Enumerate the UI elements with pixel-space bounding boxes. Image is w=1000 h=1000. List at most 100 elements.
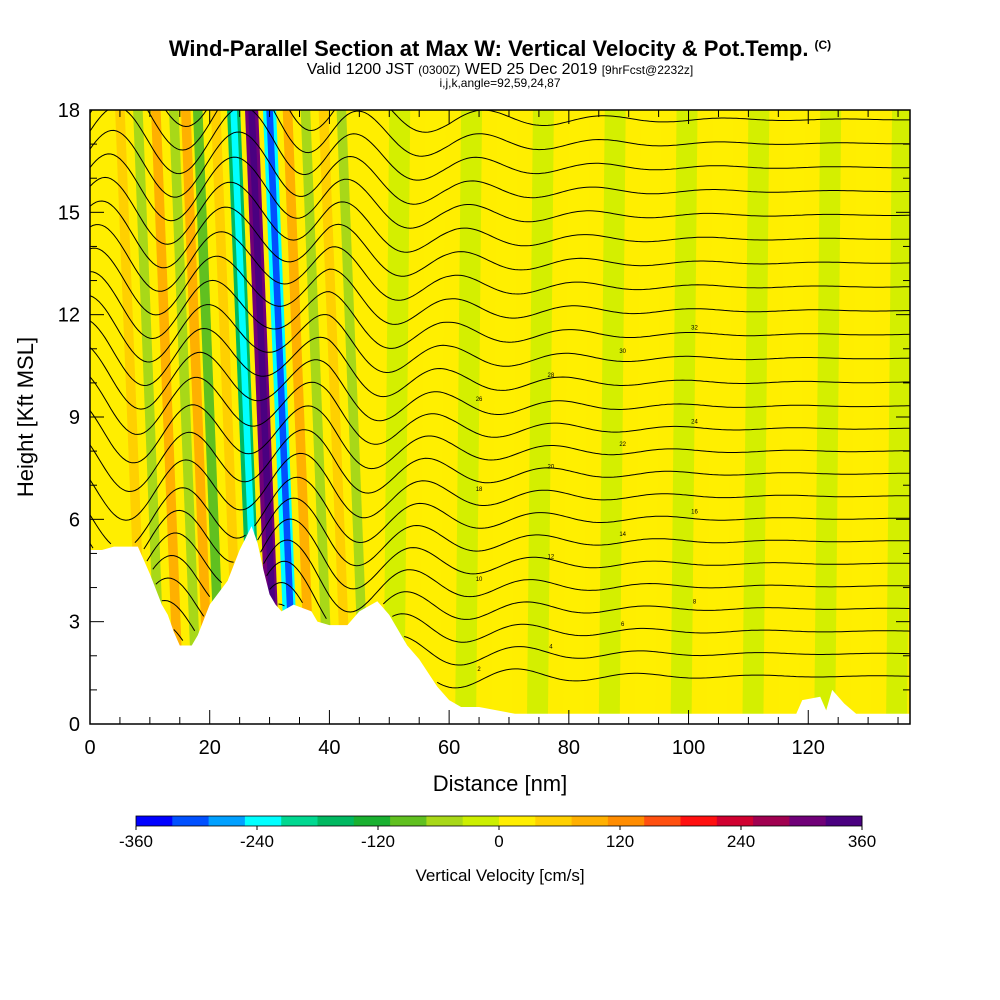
isentrope-label: 10 <box>476 577 483 583</box>
isentrope-label: 2 <box>477 667 481 673</box>
isentrope-label: 16 <box>691 510 698 516</box>
x-tick-label: 100 <box>672 737 705 759</box>
velocity-band <box>814 110 842 724</box>
y-tick-label: 9 <box>69 407 80 429</box>
isentrope-10 <box>90 404 910 470</box>
chart-title-suffix: (C) <box>814 38 832 52</box>
isentrope-13 <box>90 320 910 398</box>
isentrope-19 <box>90 176 910 253</box>
velocity-stripe-1 <box>133 110 167 724</box>
isentrope-17 <box>90 224 910 301</box>
isentrope-label: 28 <box>548 373 555 379</box>
colorbar-tick-label: 240 <box>727 832 755 851</box>
isentrope-label: 20 <box>548 465 555 471</box>
y-axis-label: Height [Kft MSL] <box>13 337 38 497</box>
colorbar-swatch <box>644 816 681 826</box>
isentrope-9 <box>90 429 910 494</box>
isentrope-label: 26 <box>476 397 483 403</box>
isentrope-21 <box>90 129 910 205</box>
colorbar-swatch <box>462 816 500 826</box>
subtitle-valid-time: Valid 1200 JST <box>306 61 414 78</box>
colorbar-swatch <box>753 816 790 826</box>
colorbar-swatch <box>571 816 609 826</box>
x-tick-label: 60 <box>438 737 460 759</box>
isentrope-8 <box>90 452 910 521</box>
colorbar-tick-label: 0 <box>494 832 503 851</box>
colorbar-swatch <box>317 816 355 826</box>
isentrope-18 <box>90 200 910 277</box>
colorbar-swatch <box>353 816 391 826</box>
y-tick-label: 6 <box>69 509 80 531</box>
isentrope-12 <box>90 346 910 422</box>
colorbar-tick-label: 120 <box>606 832 634 851</box>
y-tick-label: 12 <box>58 305 80 327</box>
isentrope-25 <box>90 31 910 108</box>
colorbar-swatch <box>208 816 246 826</box>
subtitle-date: WED 25 Dec 2019 <box>464 61 598 78</box>
isentrope-label: 24 <box>691 419 698 425</box>
x-tick-label: 20 <box>199 737 221 759</box>
isentrope-label: 30 <box>619 349 626 355</box>
velocity-stripe-11 <box>300 110 335 724</box>
isentrope-5 <box>146 518 910 590</box>
isentrope-7 <box>90 476 910 545</box>
velocity-stripe-13 <box>336 110 371 724</box>
isentrope-label: 22 <box>619 442 626 448</box>
isentrope-label: 4 <box>549 645 553 651</box>
colorbar-swatch <box>607 816 645 826</box>
colorbar-tick-label: -360 <box>119 832 153 851</box>
velocity-band <box>419 110 447 724</box>
y-tick-label: 3 <box>69 612 80 634</box>
colorbar-swatch <box>499 816 536 826</box>
isentrope-label: 14 <box>619 532 626 538</box>
velocity-band <box>562 110 590 724</box>
colorbar-label: Vertical Velocity [cm/s] <box>415 866 584 885</box>
colorbar-swatch <box>535 816 573 826</box>
isentrope-11 <box>90 376 910 445</box>
isentrope-3 <box>155 560 910 620</box>
isentrope-22 <box>90 110 910 181</box>
subtitle-zulu-time: (0300Z) <box>418 63 461 77</box>
velocity-band <box>634 110 662 724</box>
isentrope-1 <box>173 603 910 666</box>
colorbar-swatch <box>172 816 210 826</box>
subtitle-forecast: [9hrFcst@2232z] <box>601 63 694 77</box>
velocity-stripe-2 <box>151 110 185 724</box>
colorbar-swatch <box>426 816 464 826</box>
colorbar-swatch <box>390 816 427 826</box>
isentrope-label: 12 <box>548 555 555 561</box>
isentrope-4 <box>152 539 910 613</box>
x-tick-label: 40 <box>318 737 340 759</box>
velocity-band <box>455 110 483 724</box>
chart-indices: i,j,k,angle=92,59,24,87 <box>439 76 561 90</box>
velocity-stripe-5 <box>192 110 227 724</box>
x-axis-label: Distance [nm] <box>433 771 568 796</box>
chart-subtitle: Valid 1200 JST (0300Z) WED 25 Dec 2019 [… <box>0 61 1000 79</box>
x-tick-label: 120 <box>792 737 825 759</box>
isentrope-label: 18 <box>476 487 483 493</box>
colorbar-swatch <box>716 816 754 826</box>
colorbar-tick-label: -240 <box>240 832 274 851</box>
colorbar-swatch <box>136 816 173 826</box>
colorbar-swatch <box>244 816 282 826</box>
x-tick-label: 0 <box>84 737 95 759</box>
terrain-mask <box>90 526 910 724</box>
isentrope-0 <box>436 668 910 689</box>
isentrope-16 <box>90 247 910 325</box>
colorbar-swatch <box>825 816 863 826</box>
velocity-band <box>706 110 734 724</box>
isentrope-15 <box>90 271 910 349</box>
isentrope-label: 6 <box>621 622 625 628</box>
colorbar-swatch <box>789 816 827 826</box>
colorbar-swatch <box>281 816 318 826</box>
chart-title: Wind-Parallel Section at Max W: Vertical… <box>0 36 1000 62</box>
y-tick-label: 18 <box>58 100 80 122</box>
y-tick-label: 15 <box>58 202 80 224</box>
isentrope-label: 32 <box>691 325 698 331</box>
velocity-core-9 <box>266 110 297 690</box>
x-tick-label: 80 <box>558 737 580 759</box>
isentrope-14 <box>90 295 910 374</box>
velocity-band <box>526 110 554 724</box>
isentrope-2 <box>161 581 910 643</box>
